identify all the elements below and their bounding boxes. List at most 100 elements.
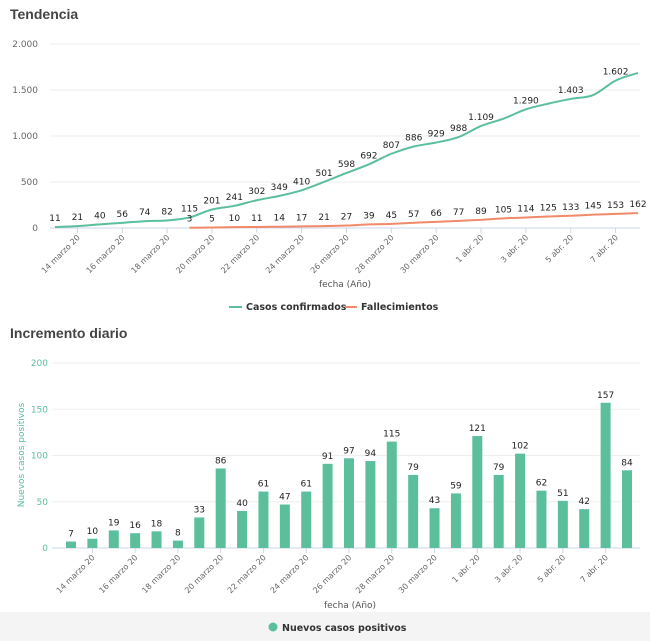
confirmed-data-label: 21 <box>72 213 83 223</box>
daily-x-tick-label: 1 abr. 20 <box>450 553 481 584</box>
daily-bar[interactable] <box>557 500 568 548</box>
daily-bar-label: 33 <box>194 505 205 515</box>
trend-line-chart: 0 500 1.000 1.500 2.000 14 marzo 20 16 marzo 2… <box>12 40 646 313</box>
daily-bar[interactable] <box>493 474 504 548</box>
confirmed-data-label: 886 <box>405 133 422 143</box>
daily-bar[interactable] <box>365 461 376 548</box>
deaths-data-label: 14 <box>274 214 286 224</box>
daily-bar[interactable] <box>472 436 483 548</box>
daily-bar[interactable] <box>386 441 397 548</box>
deaths-data-label: 133 <box>562 203 579 213</box>
deaths-data-label: 89 <box>475 207 487 217</box>
daily-x-tick-label: 3 abr. 20 <box>493 553 524 584</box>
confirmed-data-label: 807 <box>383 141 400 151</box>
deaths-data-label: 45 <box>386 211 397 221</box>
daily-bar-label: 19 <box>108 518 120 528</box>
trend-legend: Casos confirmados Fallecimientos <box>229 302 439 313</box>
trend-y-tick-label: 1.000 <box>12 132 38 142</box>
daily-bar-label: 62 <box>536 479 547 489</box>
deaths-data-label: 3 <box>187 215 193 225</box>
daily-bar-label: 94 <box>365 449 377 459</box>
daily-bar[interactable] <box>151 531 162 548</box>
daily-bar[interactable] <box>66 541 76 548</box>
daily-bar[interactable] <box>301 491 312 548</box>
confirmed-data-label: 349 <box>271 183 288 193</box>
trend-y-tick-label: 500 <box>21 178 38 188</box>
deaths-data-label: 21 <box>318 213 329 223</box>
daily-bar-label: 91 <box>322 452 333 462</box>
daily-x-tick-label: 16 marzo 20 <box>97 553 139 595</box>
legend-item-new-cases[interactable]: Nuevos casos positivos <box>282 623 407 634</box>
deaths-data-label: 11 <box>251 214 262 224</box>
confirmed-data-label: 40 <box>94 211 106 221</box>
daily-bar-label: 40 <box>236 499 248 509</box>
daily-y-tick-label: 100 <box>31 452 48 462</box>
daily-bar[interactable] <box>579 509 590 548</box>
daily-bar[interactable] <box>215 468 226 548</box>
deaths-data-label: 114 <box>517 205 534 215</box>
trend-x-tick-label: 20 marzo 20 <box>174 233 216 275</box>
daily-y-tick-label: 50 <box>37 498 49 508</box>
daily-bar[interactable] <box>108 530 119 548</box>
deaths-data-label: 10 <box>229 214 241 224</box>
daily-legend: Nuevos casos positivos <box>268 622 407 634</box>
daily-bar-label: 18 <box>151 519 163 529</box>
daily-bar[interactable] <box>408 474 419 548</box>
deaths-data-label: 77 <box>453 208 464 218</box>
legend-new-cases-swatch <box>268 622 278 632</box>
deaths-data-label: 162 <box>629 200 646 210</box>
daily-bar-chart: 0 50 100 150 200 Nuevos casos positivos 14 mar… <box>17 359 640 634</box>
daily-bar[interactable] <box>429 508 440 548</box>
trend-x-tick-label: 3 abr. 20 <box>499 233 530 264</box>
daily-bar[interactable] <box>515 453 526 548</box>
confirmed-data-label: 302 <box>248 187 265 197</box>
daily-x-tick-label: 14 marzo 20 <box>55 553 97 595</box>
daily-bar-label: 86 <box>215 456 227 466</box>
daily-bar[interactable] <box>130 533 141 548</box>
daily-y-tick-label: 150 <box>31 405 48 415</box>
trend-x-tick-label: 16 marzo 20 <box>85 233 127 275</box>
daily-bar-label: 79 <box>493 463 505 473</box>
daily-bar[interactable] <box>237 511 248 548</box>
daily-bar[interactable] <box>194 517 205 548</box>
deaths-data-label: 39 <box>363 211 375 221</box>
deaths-data-label: 125 <box>540 204 557 214</box>
confirmed-data-label: 82 <box>161 207 172 217</box>
daily-bar[interactable] <box>172 540 183 548</box>
daily-x-tick-label: 26 marzo 20 <box>311 553 353 595</box>
daily-bar-label: 115 <box>383 430 400 440</box>
daily-bar[interactable] <box>536 490 547 548</box>
daily-bar[interactable] <box>600 402 611 548</box>
trend-x-tick-label: 18 marzo 20 <box>129 233 171 275</box>
daily-bar[interactable] <box>279 504 290 548</box>
daily-bar-label: 121 <box>469 424 486 434</box>
confirmed-data-label: 598 <box>338 160 355 170</box>
trend-x-tick-label: 26 marzo 20 <box>309 233 351 275</box>
deaths-data-label: 153 <box>607 201 624 211</box>
daily-bar[interactable] <box>622 470 632 548</box>
legend-item-deaths[interactable]: Fallecimientos <box>361 302 439 313</box>
trend-x-tick-label: 30 marzo 20 <box>399 233 441 275</box>
daily-x-tick-label: 22 marzo 20 <box>226 553 268 595</box>
daily-x-tick-label: 30 marzo 20 <box>397 553 439 595</box>
daily-x-tick-label: 24 marzo 20 <box>269 553 311 595</box>
daily-bar[interactable] <box>322 463 333 548</box>
daily-bar-label: 84 <box>621 458 633 468</box>
legend-item-confirmed[interactable]: Casos confirmados <box>246 302 347 313</box>
deaths-data-label: 5 <box>209 215 215 225</box>
daily-x-tick-label: 28 marzo 20 <box>354 553 396 595</box>
daily-bar[interactable] <box>258 491 269 548</box>
daily-bar[interactable] <box>450 493 461 548</box>
daily-bar-label: 51 <box>557 489 568 499</box>
daily-bar[interactable] <box>87 538 98 548</box>
confirmed-data-label: 201 <box>203 197 220 207</box>
daily-bar-label: 7 <box>68 530 74 540</box>
daily-bar-label: 59 <box>450 481 462 491</box>
confirmed-data-label: 56 <box>117 210 129 220</box>
daily-bar-label: 157 <box>597 391 614 401</box>
confirmed-data-label: 115 <box>181 204 198 214</box>
confirmed-data-label: 1.290 <box>513 96 539 106</box>
daily-bar[interactable] <box>344 458 354 548</box>
deaths-data-label: 17 <box>296 213 307 223</box>
deaths-data-label: 105 <box>495 205 512 215</box>
